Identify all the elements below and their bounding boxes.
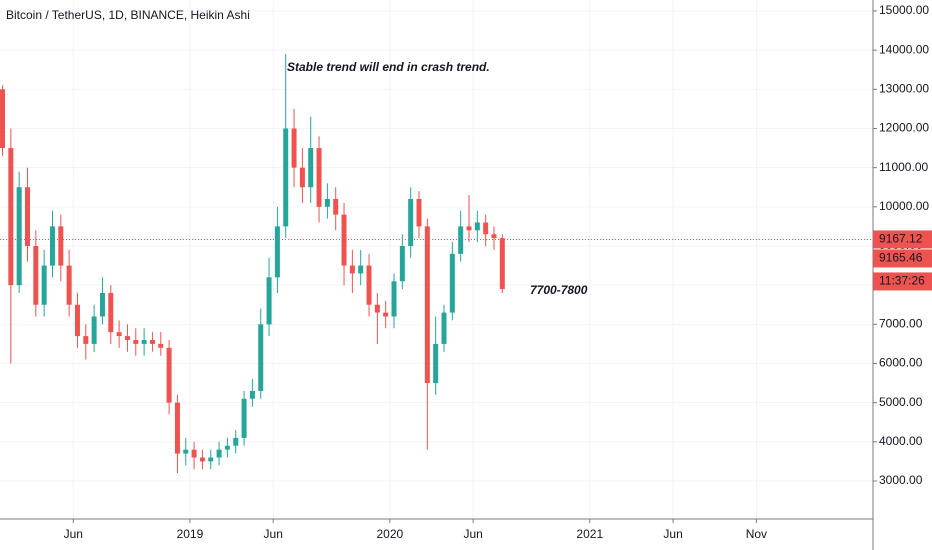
- candle-body: [458, 226, 464, 254]
- candle-body: [333, 198, 339, 215]
- price-tag-box: [873, 230, 932, 249]
- y-tick-label: 14000.00: [879, 42, 929, 56]
- candle-body: [41, 265, 47, 305]
- candle-body: [274, 226, 280, 278]
- countdown-tag-box: [873, 272, 932, 291]
- x-tick-label: Jun: [64, 527, 83, 541]
- x-tick-label: 2019: [177, 527, 204, 541]
- candle-body: [158, 343, 164, 348]
- candle-body: [16, 187, 22, 286]
- chart-title: Bitcoin / TetherUS, 1D, BINANCE, Heikin …: [6, 8, 250, 22]
- x-tick-label: Jun: [463, 527, 482, 541]
- candle-body: [116, 332, 122, 337]
- candle-body: [141, 339, 147, 344]
- candle-body: [324, 198, 330, 207]
- annotation: 7700-7800: [530, 283, 588, 297]
- candle-body: [208, 457, 214, 462]
- candle-body: [299, 167, 305, 188]
- candle-body: [266, 277, 272, 325]
- candle-body: [249, 390, 255, 399]
- candle-body: [108, 292, 114, 333]
- candle-body: [191, 449, 197, 458]
- candle-body: [399, 245, 405, 282]
- candle-body: [183, 449, 189, 454]
- countdown-tag: 11:37:26: [879, 274, 925, 288]
- candle-body: [66, 265, 72, 305]
- candle-body: [341, 214, 347, 266]
- candle-body: [433, 343, 439, 384]
- candle-body: [449, 253, 455, 313]
- candle-body: [424, 226, 430, 384]
- price-tag: 9167.12: [879, 232, 923, 246]
- candle-body: [233, 437, 239, 446]
- candle-body: [366, 265, 372, 305]
- candle-body: [258, 324, 264, 391]
- candle-body: [466, 226, 472, 231]
- candle-body: [308, 148, 314, 188]
- candle-body: [74, 304, 80, 337]
- candle-body: [483, 222, 489, 235]
- candle-body: [374, 304, 380, 313]
- candle-body: [391, 281, 397, 317]
- candle-body: [91, 316, 97, 344]
- candle-body: [124, 336, 130, 340]
- candle-body: [8, 148, 14, 286]
- candle-body: [441, 312, 447, 344]
- close-tag: 9165.46: [879, 251, 923, 265]
- candle-body: [349, 265, 355, 274]
- candle-body: [58, 226, 64, 266]
- y-tick-label: 6000.00: [879, 356, 923, 370]
- candle-body: [499, 238, 505, 290]
- candle-body: [166, 347, 172, 403]
- y-tick-label: 10000.00: [879, 199, 929, 213]
- candle-body: [408, 198, 414, 246]
- close-tag-box: [873, 249, 932, 268]
- y-tick-label: 4000.00: [879, 434, 923, 448]
- y-tick-label: 3000.00: [879, 473, 923, 487]
- candle-body: [474, 222, 480, 231]
- candle-body: [99, 292, 105, 317]
- x-tick-label: 2020: [376, 527, 403, 541]
- annotation: Stable trend will end in crash trend.: [287, 60, 490, 74]
- candle-body: [133, 339, 139, 344]
- candle-body: [24, 187, 30, 246]
- candle-body: [241, 398, 247, 438]
- candle-body: [199, 457, 205, 462]
- candle-body: [383, 312, 389, 317]
- candle-body: [358, 265, 364, 274]
- candle-body: [224, 445, 230, 450]
- x-tick-label: Jun: [663, 527, 682, 541]
- candle-body: [149, 339, 155, 344]
- y-tick-label: 15000.00: [879, 3, 929, 17]
- candle-body: [216, 449, 222, 458]
- candle-body: [33, 245, 39, 305]
- candle-body: [283, 128, 289, 227]
- x-tick-label: 2021: [576, 527, 603, 541]
- candle-body: [291, 128, 297, 168]
- x-tick-label: Nov: [746, 527, 767, 541]
- candle-body: [416, 198, 422, 227]
- candle-body: [316, 148, 322, 207]
- y-tick-label: 11000.00: [879, 160, 928, 174]
- candle-body: [49, 226, 55, 266]
- candle-body: [491, 234, 497, 239]
- candle-body: [83, 336, 89, 344]
- y-tick-label: 5000.00: [879, 395, 923, 409]
- x-tick-label: Jun: [264, 527, 283, 541]
- y-tick-label: 13000.00: [879, 81, 929, 95]
- candle-body: [0, 89, 5, 149]
- candle-body: [174, 402, 180, 454]
- y-tick-label: 7000.00: [879, 316, 923, 330]
- y-tick-label: 12000.00: [879, 121, 929, 135]
